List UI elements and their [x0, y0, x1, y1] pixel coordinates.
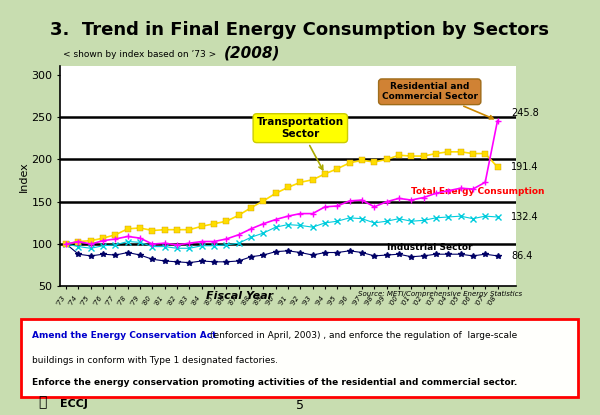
Text: ECCJ: ECCJ — [60, 399, 88, 409]
Text: 3.  Trend in Final Energy Consumption by Sectors: 3. Trend in Final Energy Consumption by … — [50, 21, 550, 39]
Text: Industrial Sector: Industrial Sector — [386, 243, 472, 252]
Y-axis label: Index: Index — [19, 161, 28, 192]
Text: (enforced in April, 2003) , and enforce the regulation of  large-scale: (enforced in April, 2003) , and enforce … — [210, 331, 517, 340]
Text: 5: 5 — [296, 399, 304, 412]
Text: 191.4: 191.4 — [511, 162, 539, 172]
Text: Source: METI/Comprehensive Energy Statistics: Source: METI/Comprehensive Energy Statis… — [358, 291, 522, 298]
Text: Transportation
Sector: Transportation Sector — [257, 117, 344, 170]
Text: Amend the Energy Conservation Act: Amend the Energy Conservation Act — [32, 331, 217, 340]
Text: buildings in conform with Type 1 designated factories.: buildings in conform with Type 1 designa… — [32, 356, 278, 365]
Text: (2008): (2008) — [224, 45, 280, 60]
Text: 245.8: 245.8 — [511, 108, 539, 118]
Text: Total Energy Consumption: Total Energy Consumption — [411, 187, 545, 196]
Text: < shown by index based on ’73 >: < shown by index based on ’73 > — [63, 50, 216, 59]
Text: 86.4: 86.4 — [511, 251, 532, 261]
Text: 132.4: 132.4 — [511, 212, 539, 222]
Text: Enforce the energy conservation promoting activities of the residential and comm: Enforce the energy conservation promotin… — [32, 378, 517, 387]
Text: Residential and
Commercial Sector: Residential and Commercial Sector — [382, 82, 493, 119]
Text: Fiscal Year: Fiscal Year — [206, 291, 274, 301]
Text: 🔴: 🔴 — [38, 395, 46, 409]
FancyBboxPatch shape — [21, 319, 578, 397]
